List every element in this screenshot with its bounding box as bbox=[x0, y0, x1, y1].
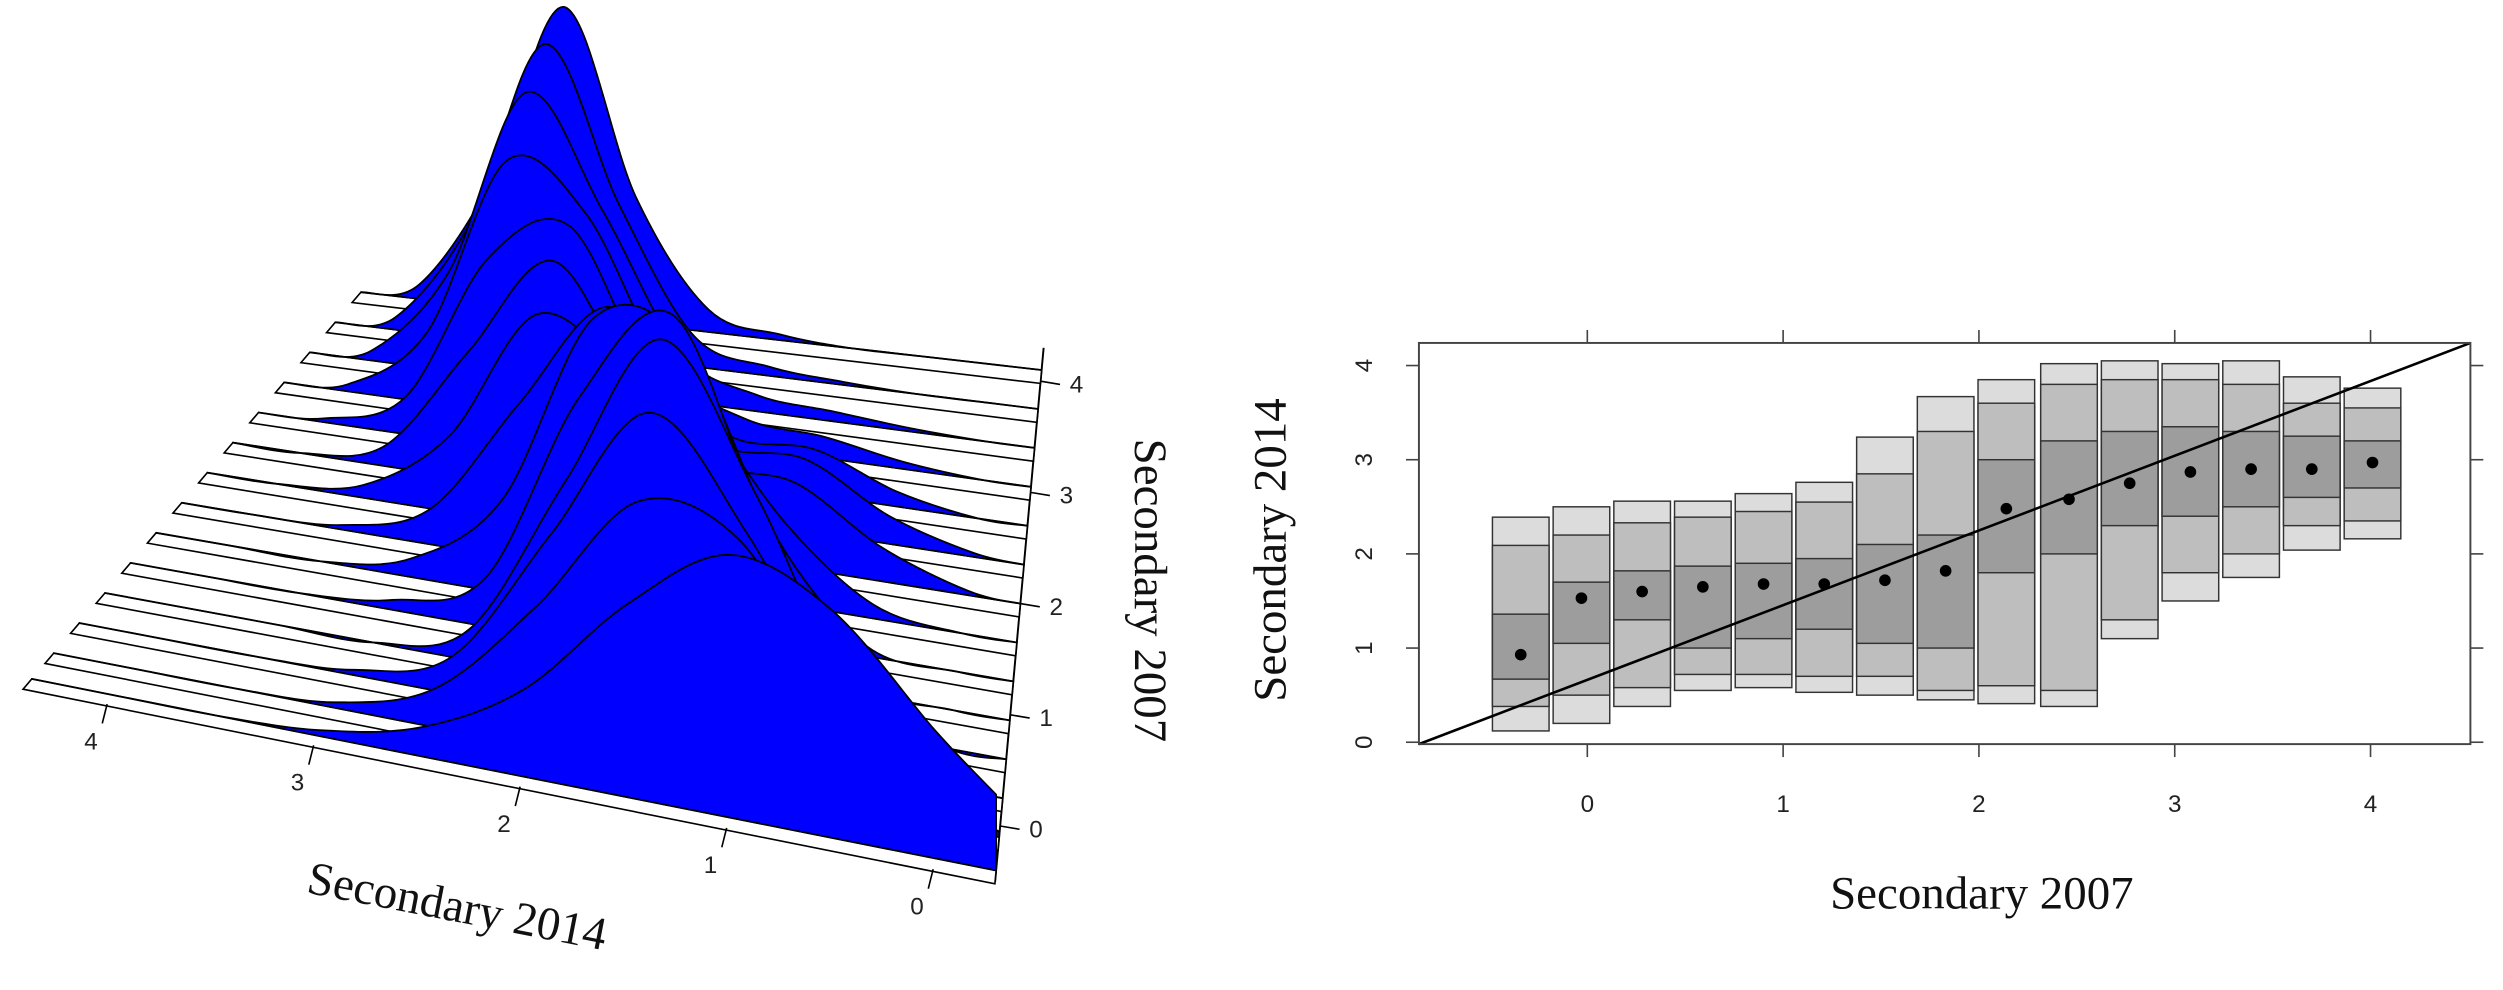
median-dot bbox=[1575, 592, 1588, 604]
y-tick bbox=[1020, 602, 1040, 608]
y-axis-title: Secondary 2007 bbox=[1124, 439, 1176, 743]
median-dot bbox=[1818, 578, 1831, 590]
x-tick bbox=[514, 786, 521, 807]
x-tick-label: 2 bbox=[1972, 791, 1986, 818]
quantile-box bbox=[1916, 534, 1975, 649]
y-tick-label: 4 bbox=[1070, 371, 1084, 398]
y-tick-label: 4 bbox=[1351, 359, 1378, 373]
quantile-box bbox=[1734, 562, 1793, 640]
y-tick-label: 2 bbox=[1049, 594, 1063, 621]
median-dot bbox=[2184, 466, 2197, 478]
y-tick-label: 0 bbox=[1029, 816, 1043, 843]
plot-frame bbox=[1417, 341, 2472, 746]
quantile-box bbox=[1795, 557, 1854, 630]
median-dot bbox=[2123, 477, 2136, 490]
median-dot bbox=[2366, 456, 2379, 469]
median-dot bbox=[2245, 463, 2257, 475]
x-tick bbox=[721, 827, 728, 848]
x-tick-label: 0 bbox=[1581, 791, 1595, 818]
median-dot bbox=[1636, 585, 1648, 598]
median-dot bbox=[1697, 581, 1709, 593]
x-tick-label: 3 bbox=[2168, 791, 2182, 818]
quantile-box bbox=[1855, 543, 1914, 645]
median-dot bbox=[1879, 574, 1891, 587]
reference-line bbox=[1418, 341, 2471, 746]
x-tick-label: 1 bbox=[1776, 791, 1790, 818]
x-tick bbox=[927, 869, 934, 889]
y-axis-title: Secondary 2014 bbox=[1245, 398, 1297, 702]
quantile-box bbox=[1673, 565, 1732, 649]
median-dot bbox=[1757, 578, 1770, 590]
x-tick-label: 4 bbox=[2364, 791, 2378, 818]
y-tick-label: 1 bbox=[1351, 641, 1378, 655]
x-axis-title: Secondary 2014 bbox=[303, 852, 611, 961]
x-tick-label: 1 bbox=[704, 852, 718, 879]
median-dot bbox=[1514, 648, 1527, 661]
median-dot bbox=[2305, 463, 2318, 475]
quantile-box bbox=[1977, 458, 2036, 574]
x-tick-label: 4 bbox=[84, 728, 98, 755]
median-dot bbox=[1939, 565, 1952, 577]
quantile-box bbox=[1552, 581, 1611, 645]
x-tick-label: 3 bbox=[291, 770, 305, 797]
y-tick-label: 3 bbox=[1060, 483, 1074, 510]
ridge bbox=[30, 553, 998, 872]
y-tick bbox=[1000, 825, 1020, 831]
x-axis-title: Secondary 2007 bbox=[1830, 868, 2134, 920]
y-tick-label: 3 bbox=[1351, 453, 1378, 467]
y-tick bbox=[1030, 491, 1051, 497]
y-tick-label: 1 bbox=[1039, 705, 1053, 732]
median-dot bbox=[2000, 502, 2013, 515]
y-tick-label: 0 bbox=[1351, 735, 1378, 749]
y-tick-label: 2 bbox=[1351, 547, 1378, 561]
y-tick bbox=[1040, 380, 1061, 386]
x-tick-label: 2 bbox=[497, 811, 511, 838]
x-tick bbox=[101, 703, 108, 724]
x-tick bbox=[307, 745, 315, 765]
y-tick bbox=[1010, 713, 1030, 719]
x-tick-label: 0 bbox=[910, 893, 924, 920]
quantile-box bbox=[1491, 613, 1550, 680]
